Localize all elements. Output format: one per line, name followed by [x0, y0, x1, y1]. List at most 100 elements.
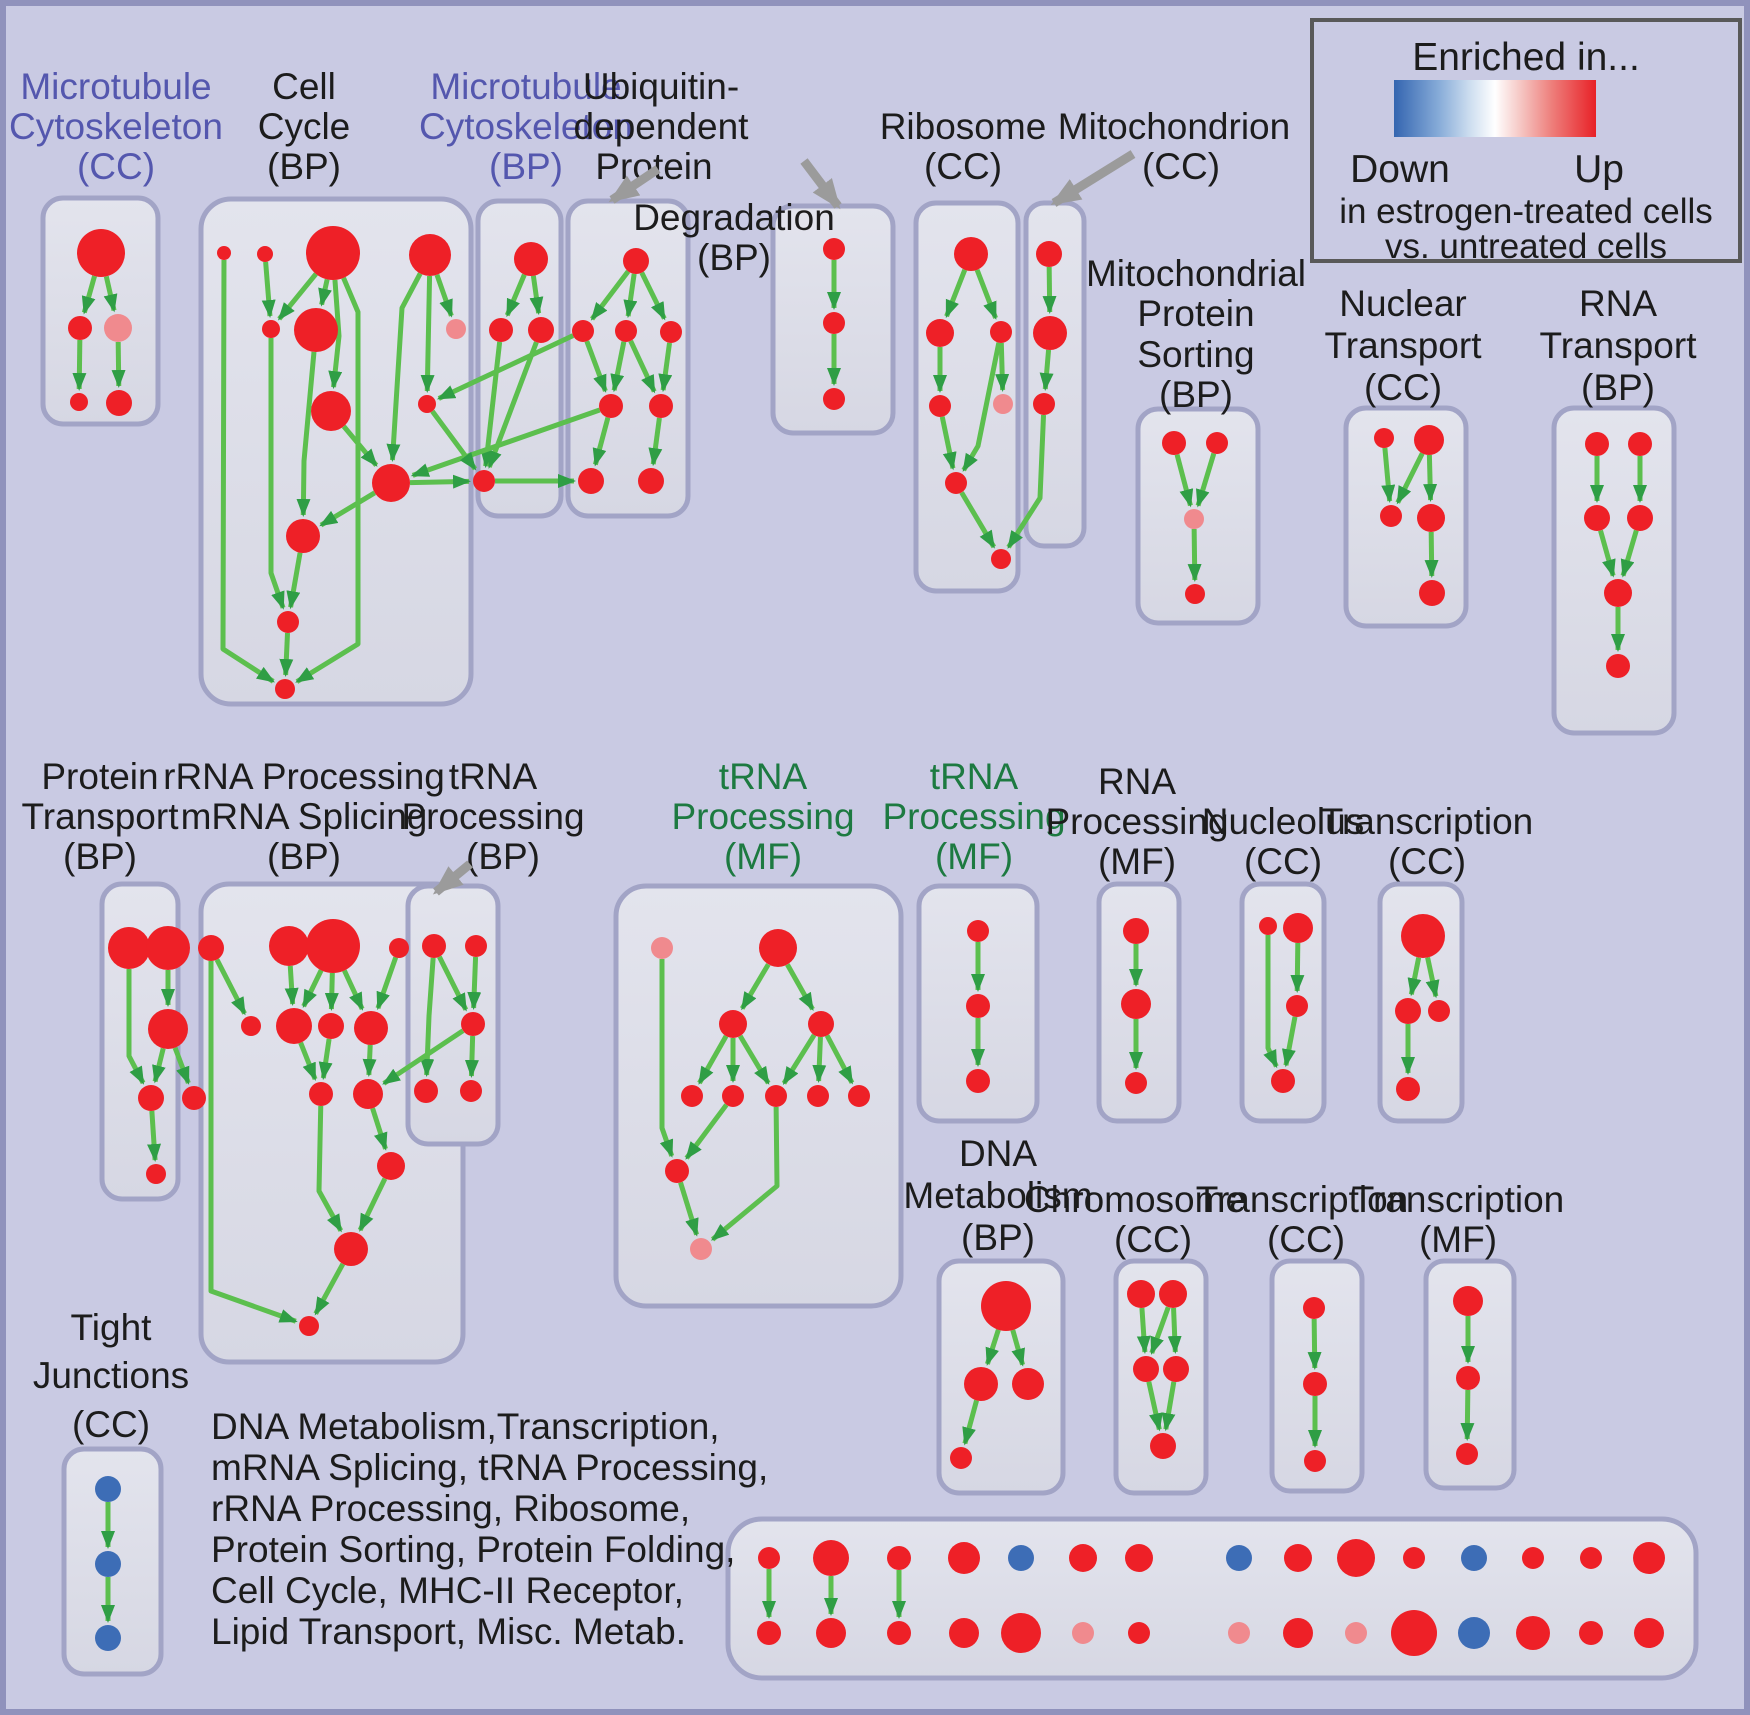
node-trna-mf-large [681, 1085, 703, 1107]
node-protein-transport [182, 1086, 206, 1110]
edge-trna-mf-large [710, 1106, 780, 1242]
node-dna-metabolism [950, 1447, 972, 1469]
cluster-label-line: Microtubule [20, 66, 211, 107]
node-ribosome [993, 394, 1013, 414]
node-trna-bp [414, 1079, 438, 1103]
edge-cross-mitochondrion-ribosome [1006, 414, 1047, 549]
node-misc-strip [1633, 1542, 1665, 1574]
node-misc-strip [758, 1547, 780, 1569]
cluster-label-line: Microtubule [430, 66, 621, 107]
cluster-label-line: (CC) [1142, 146, 1220, 187]
label-pointer-arrow-3 [1050, 150, 1136, 207]
node-ubiquitin [623, 248, 649, 274]
edge-ubiquitin [590, 269, 631, 321]
node-microtubule-bp [489, 318, 513, 342]
node-rrna [241, 1016, 261, 1036]
edge-transcription-cc-1 [1425, 956, 1440, 999]
cluster-label-line: Cell [272, 66, 336, 107]
legend-down-label: Down [1350, 148, 1450, 191]
node-nuclear-transport [1380, 505, 1402, 527]
node-misc-strip [887, 1621, 911, 1645]
node-cell-cycle [217, 246, 231, 260]
edge-cross-ubiquitin-cell-cycle [436, 333, 575, 401]
edge-rrna [301, 969, 324, 1009]
edge-ubiquitin [610, 341, 627, 393]
node-protein-transport [148, 1009, 188, 1049]
edge-ribosome [974, 268, 998, 320]
edge-rrna [375, 956, 399, 1011]
nodes-layer [68, 226, 1665, 1656]
edge-rrna [284, 965, 299, 1007]
node-tight-junctions [95, 1476, 121, 1502]
edge-rrna [342, 969, 365, 1011]
node-ubiquitin [660, 321, 682, 343]
node-chromosome [1163, 1356, 1189, 1382]
node-trna-mf-large [690, 1238, 712, 1260]
edge-chromosome [1167, 1307, 1182, 1355]
node-trna-mf-small [966, 1069, 990, 1093]
cluster-label-transcription-mf: Transcription(MF) [1352, 1179, 1564, 1260]
node-rrna [377, 1152, 405, 1180]
edge-trna-mf-large [824, 1034, 855, 1085]
node-rrna [334, 1232, 368, 1266]
cluster-label-line: (CC) [1244, 841, 1322, 882]
cluster-label-line: (BP) [466, 836, 540, 877]
node-ribosome [945, 472, 967, 494]
edge-nuclear-transport [1423, 454, 1438, 503]
node-rrna [318, 1013, 344, 1039]
node-misc-strip [887, 1546, 911, 1570]
node-trna-bp [465, 935, 487, 957]
edge-trna-mf-large [812, 1036, 827, 1084]
edge-chromosome [1149, 1306, 1171, 1355]
edge-nuclear-transport [1395, 452, 1425, 505]
node-trna-mf-large [807, 1085, 829, 1107]
edge-rrna [208, 961, 298, 1324]
cluster-label-line: (CC) [1267, 1219, 1345, 1260]
node-protein-transport [138, 1085, 164, 1111]
node-mito-protein-sorting [1184, 509, 1204, 529]
cluster-label-line: (MF) [724, 836, 802, 877]
node-dna-metabolism [964, 1367, 998, 1401]
node-rrna [309, 1082, 333, 1106]
cluster-label-line: Processing [1045, 801, 1228, 842]
edge-dna-metabolism [962, 1399, 979, 1446]
annotation-line: mRNA Splicing, tRNA Processing, [211, 1447, 769, 1488]
edge-trna-bp [467, 956, 482, 1011]
node-misc-strip [1284, 1544, 1312, 1572]
cluster-label-line: Mitochondrion [1058, 106, 1290, 147]
edge-chromosome [1146, 1381, 1163, 1432]
edge-trna-mf-large [659, 959, 675, 1158]
node-misc-strip [1579, 1621, 1603, 1645]
node-ribosome [990, 321, 1012, 343]
node-misc-strip [1461, 1545, 1487, 1571]
annotation-line: DNA Metabolism,Transcription, [211, 1406, 720, 1447]
cluster-label-line: Degradation [633, 197, 835, 238]
cluster-label-line: RNA [1579, 283, 1657, 324]
cluster-label-line: rRNA Processing [163, 756, 445, 797]
edge-trna-bp [464, 1035, 479, 1079]
cluster-label-nucleolus: Nucleolus(CC) [1202, 801, 1364, 882]
legend-title: Enriched in... [1412, 36, 1640, 79]
cluster-label-mitochondrion: Mitochondrion(CC) [1058, 106, 1290, 187]
node-transcription-cc-1 [1428, 1000, 1450, 1022]
cluster-label-line: mRNA Splicing [181, 796, 428, 837]
edge-cell-cycle [295, 276, 361, 684]
node-trna-mf-large [848, 1085, 870, 1107]
cluster-label-line: (CC) [1388, 841, 1466, 882]
cluster-label-line: (BP) [267, 836, 341, 877]
cluster-label-line: Metabolism [903, 1175, 1092, 1216]
cluster-label-line: (CC) [77, 146, 155, 187]
node-rrna [276, 1008, 312, 1044]
node-misc-strip [1226, 1545, 1252, 1571]
node-rrna [353, 1079, 383, 1109]
node-trna-bp [460, 1080, 482, 1102]
edge-protein-transport [152, 1047, 166, 1084]
node-trna-mf-small [967, 920, 989, 942]
edge-cell-cycle [318, 278, 332, 307]
